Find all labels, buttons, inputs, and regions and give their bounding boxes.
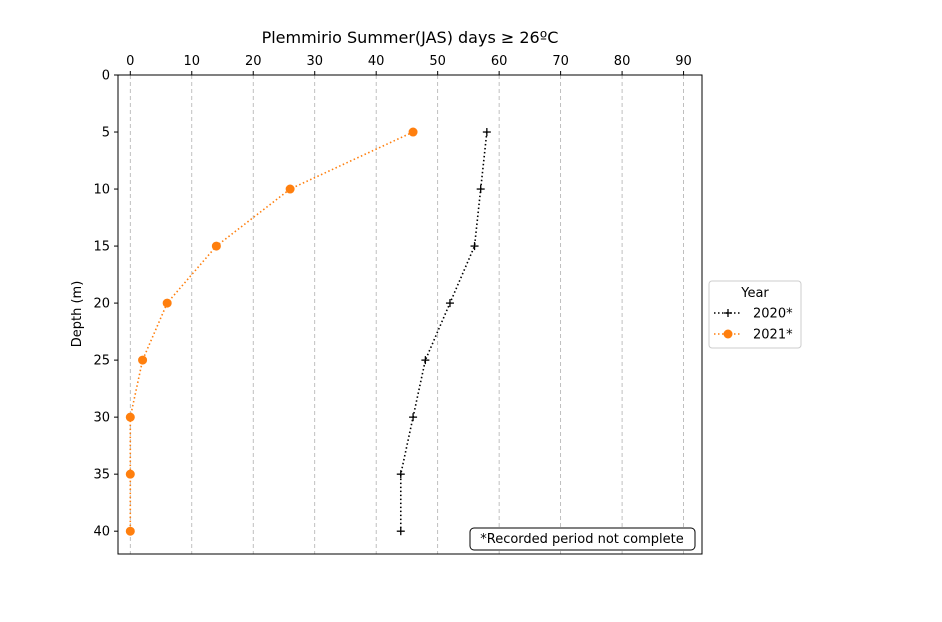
y-tick-label: 15: [93, 240, 110, 255]
series-2020: [396, 128, 491, 536]
legend-title: Year: [740, 286, 769, 301]
plot-area-frame: [117, 74, 703, 555]
series-2021: [125, 127, 418, 536]
series-2020-point: [476, 185, 485, 194]
series-2020-point: [421, 356, 430, 365]
x-tick-label: 40: [368, 54, 385, 69]
series-2020-point: [396, 527, 405, 536]
legend-entries: 2020* 2021*: [714, 307, 793, 343]
series-2020-point: [445, 299, 454, 308]
series-2021-point: [162, 298, 172, 308]
annotation-text: *Recorded period not complete: [480, 532, 684, 547]
plot-series: [125, 127, 491, 536]
y-tick-label: 25: [93, 354, 110, 369]
legend-2021-label: 2021*: [753, 328, 793, 343]
series-2021-line: [129, 131, 414, 532]
series-2020-point: [396, 470, 405, 479]
series-2020-point: [470, 242, 479, 251]
legend-box: [708, 280, 802, 349]
y-tick-label: 0: [102, 69, 110, 84]
y-axis-label: Depth (m): [70, 281, 85, 348]
legend-2020: 2020*: [714, 307, 793, 322]
y-tick-label: 20: [93, 297, 110, 312]
series-2021-point: [408, 127, 418, 137]
x-tick-label: 60: [491, 54, 508, 69]
series-2021-point: [138, 355, 148, 365]
series-2020-point: [409, 413, 418, 422]
grid-lines: [129, 75, 684, 554]
annotation-box: *Recorded period not complete: [469, 527, 696, 551]
series-2021-point: [285, 184, 295, 194]
x-tick-label: 80: [614, 54, 631, 69]
x-tick-label: 10: [183, 54, 200, 69]
y-tick-label: 35: [93, 468, 110, 483]
x-tick-label: 50: [429, 54, 446, 69]
y-tick-label: 40: [93, 525, 110, 540]
series-2021-point: [125, 412, 135, 422]
x-tick-label: 0: [126, 54, 134, 69]
series-2021-point: [125, 526, 135, 536]
y-tick-label: 30: [93, 411, 110, 426]
x-tick-label: 30: [306, 54, 323, 69]
legend-2021: 2021*: [714, 328, 793, 343]
x-tick-label: 70: [552, 54, 569, 69]
x-tick-label: 90: [675, 54, 692, 69]
legend: Year 2020* 2021*: [708, 280, 802, 349]
y-tick-label: 5: [102, 126, 110, 141]
y-tick-label: 10: [93, 183, 110, 198]
x-tick-label: 20: [245, 54, 262, 69]
legend-2021-marker: [723, 329, 733, 339]
legend-2020-marker: [724, 309, 732, 317]
x-axis-ticks: 0 10 20 30 40 50 60 70 80 90: [126, 54, 692, 75]
series-2021-point: [125, 469, 135, 479]
series-2020-point: [482, 128, 491, 137]
series-2021-point: [211, 241, 221, 251]
legend-2020-label: 2020*: [753, 307, 793, 322]
chart-title: Plemmirio Summer(JAS) days ≥ 26ºC: [262, 28, 559, 47]
y-axis-ticks: 0 5 10 15 20 25 30 35 40: [93, 69, 118, 540]
annotation-frame: [469, 527, 696, 551]
